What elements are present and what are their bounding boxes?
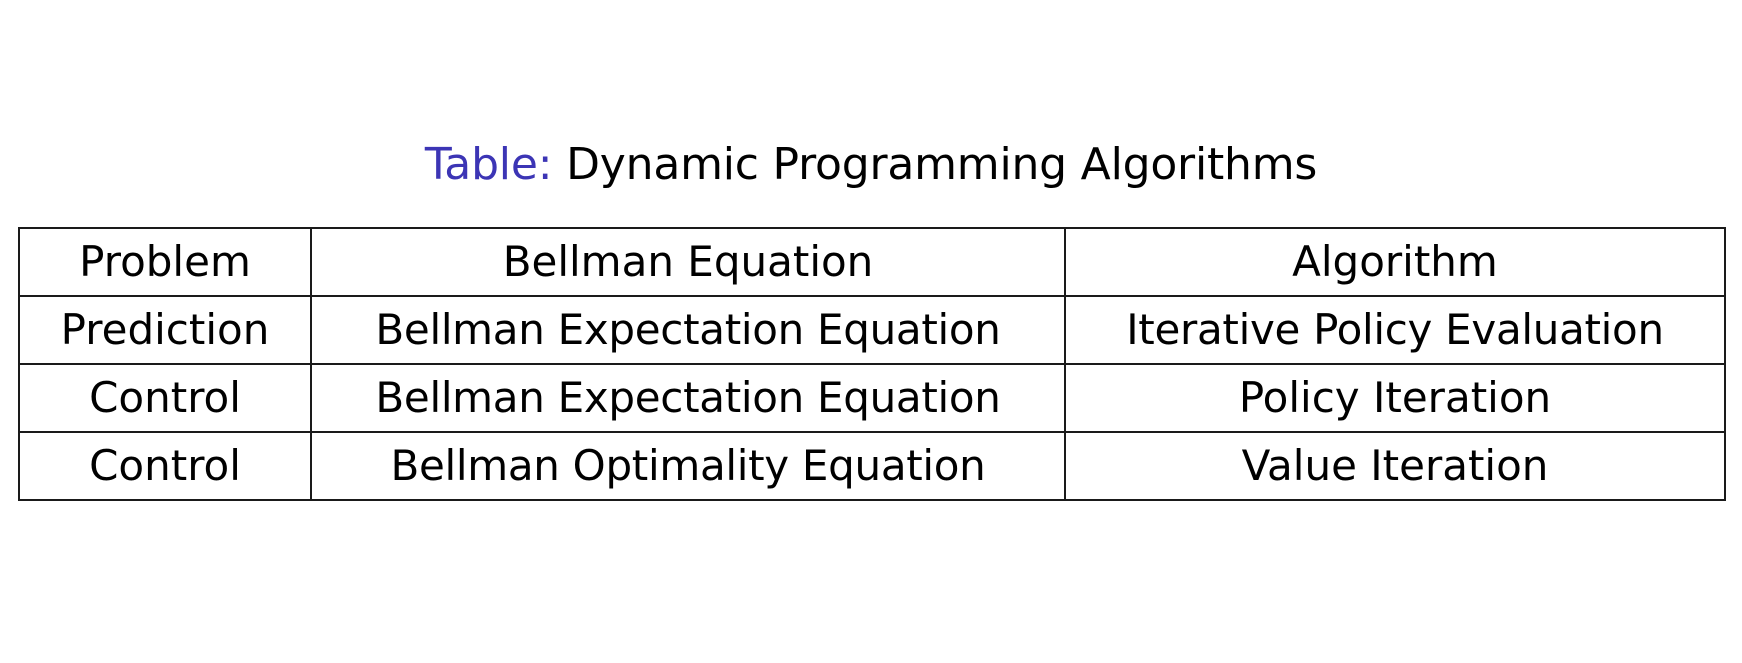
- table-row: Prediction Bellman Expectation Equation …: [18, 295, 1726, 365]
- table-caption-text: [552, 139, 566, 190]
- cell-problem: Control: [18, 363, 312, 433]
- table-row: Control Bellman Expectation Equation Pol…: [18, 363, 1726, 433]
- cell-problem: Prediction: [18, 295, 312, 365]
- cell-algorithm: Value Iteration: [1064, 431, 1726, 501]
- table-container: Problem Bellman Equation Algorithm Predi…: [18, 227, 1726, 501]
- table-caption: Table: Dynamic Programming Algorithms: [0, 143, 1742, 187]
- cell-bellman-equation: Bellman Optimality Equation: [310, 431, 1066, 501]
- table-caption-label: Table:: [424, 139, 553, 190]
- cell-problem: Control: [18, 431, 312, 501]
- cell-bellman-equation: Bellman Expectation Equation: [310, 363, 1066, 433]
- table-row: Control Bellman Optimality Equation Valu…: [18, 431, 1726, 501]
- cell-algorithm: Iterative Policy Evaluation: [1064, 295, 1726, 365]
- cell-bellman-equation: Bellman Expectation Equation: [310, 295, 1066, 365]
- column-header-bellman-equation: Bellman Equation: [310, 227, 1066, 297]
- table-caption-title: Dynamic Programming Algorithms: [566, 139, 1318, 190]
- table-header-row: Problem Bellman Equation Algorithm: [18, 227, 1726, 297]
- column-header-algorithm: Algorithm: [1064, 227, 1726, 297]
- column-header-problem: Problem: [18, 227, 312, 297]
- dynamic-programming-algorithms-table: Problem Bellman Equation Algorithm Predi…: [18, 227, 1726, 501]
- cell-algorithm: Policy Iteration: [1064, 363, 1726, 433]
